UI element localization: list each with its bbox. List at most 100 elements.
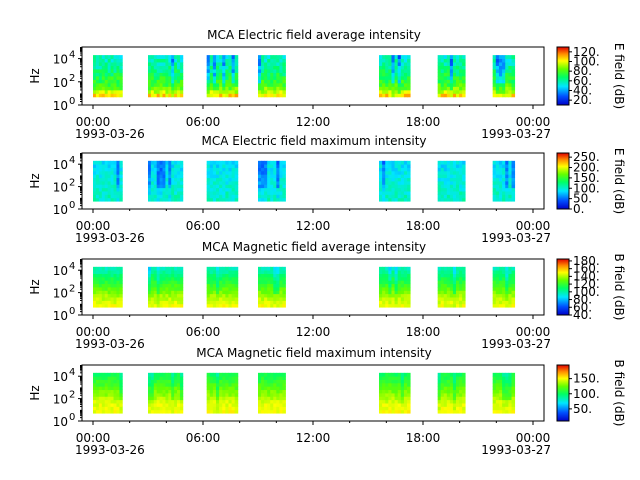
heatmap-cell: [153, 65, 158, 70]
heatmap-cell: [209, 379, 214, 384]
heatmap-cell: [216, 293, 220, 298]
heatmap-cell: [110, 58, 114, 63]
heatmap-cell: [177, 184, 181, 189]
heatmap-cell: [234, 293, 239, 298]
heatmap-cell: [171, 399, 175, 404]
heatmap-cell: [279, 181, 283, 185]
heatmap-cell: [492, 386, 497, 391]
heatmap-cell: [156, 177, 161, 182]
heatmap-cell: [153, 55, 158, 59]
heatmap-cell: [113, 76, 117, 80]
heatmap-cell: [505, 55, 509, 59]
heatmap-cell: [273, 266, 277, 271]
heatmap-cell: [101, 72, 106, 77]
heatmap-cell: [98, 280, 103, 285]
heatmap-cell: [452, 266, 457, 271]
heatmap-cell: [101, 403, 106, 407]
heatmap-cell: [403, 65, 408, 70]
heatmap-cell: [385, 177, 389, 182]
heatmap-cell: [209, 65, 214, 70]
heatmap-cell: [110, 69, 114, 73]
heatmap-cell: [261, 283, 265, 288]
heatmap-cell: [216, 386, 220, 391]
heatmap-cell: [492, 164, 497, 168]
heatmap-cell: [282, 86, 286, 91]
heatmap-cell: [452, 406, 457, 411]
heatmap-cell: [385, 266, 389, 271]
heatmap-cell: [388, 72, 392, 77]
y-tick-exponent: 2: [69, 178, 75, 189]
heatmap-cell: [511, 170, 516, 175]
heatmap-cell: [153, 89, 158, 94]
heatmap-cell: [279, 303, 283, 308]
heatmap-cell: [394, 276, 399, 281]
heatmap-cell: [159, 273, 163, 278]
heatmap-cell: [502, 403, 506, 407]
heatmap-cell: [174, 58, 178, 63]
heatmap-cell: [495, 376, 500, 380]
heatmap-cell: [93, 300, 97, 305]
heatmap-cell: [456, 62, 460, 66]
heatmap-cell: [400, 197, 405, 202]
heatmap-cell: [379, 270, 383, 274]
heatmap-cell: [104, 266, 109, 271]
heatmap-cell: [382, 303, 386, 308]
heatmap-cell: [388, 187, 392, 192]
heatmap-cell: [228, 399, 232, 404]
heatmap-cell: [400, 376, 405, 380]
heatmap-cell: [116, 303, 120, 308]
heatmap-cell: [505, 406, 509, 411]
y-tick-exponent: 0: [69, 96, 75, 107]
heatmap-cell: [119, 280, 123, 285]
heatmap-cell: [174, 79, 178, 84]
heatmap-cell: [391, 389, 395, 394]
heatmap-cell: [452, 184, 457, 189]
heatmap-cell: [209, 389, 214, 394]
heatmap-cell: [150, 174, 155, 179]
heatmap-cell: [379, 184, 383, 189]
heatmap-cell: [110, 393, 114, 397]
heatmap-cell: [511, 389, 516, 394]
heatmap-cell: [225, 160, 229, 165]
heatmap-cell: [511, 62, 516, 66]
heatmap-cell: [273, 197, 277, 202]
heatmap-cell: [446, 174, 451, 179]
heatmap-cell: [231, 287, 236, 291]
heatmap-cell: [394, 86, 399, 91]
heatmap-cell: [276, 170, 280, 175]
heatmap-cell: [177, 191, 181, 195]
heatmap-cell: [206, 191, 211, 195]
heatmap-cell: [446, 62, 451, 66]
heatmap-cell: [219, 177, 223, 182]
heatmap-cell: [264, 86, 268, 91]
heatmap-cell: [107, 266, 111, 271]
heatmap-cell: [400, 290, 405, 295]
heatmap-cell: [407, 297, 411, 301]
heatmap-cell: [222, 303, 226, 308]
heatmap-cell: [179, 283, 184, 288]
heatmap-cell: [231, 399, 236, 404]
heatmap-cell: [119, 396, 123, 401]
heatmap-cell: [107, 174, 111, 179]
heatmap-cell: [110, 376, 114, 380]
heatmap-cell: [394, 406, 399, 411]
heatmap-cell: [505, 89, 509, 94]
data-segment: [437, 160, 466, 202]
x-date-label: 1993-03-27: [481, 127, 551, 141]
heatmap-cell: [495, 86, 500, 91]
heatmap-cell: [93, 303, 97, 308]
heatmap-cell: [443, 406, 448, 411]
heatmap-cell: [382, 164, 386, 168]
heatmap-cell: [508, 399, 512, 404]
heatmap-cell: [456, 194, 460, 199]
heatmap-cell: [209, 197, 214, 202]
heatmap-cell: [459, 396, 463, 401]
heatmap-cell: [492, 293, 497, 298]
heatmap-cell: [403, 386, 408, 391]
heatmap-cell: [150, 65, 155, 70]
heatmap-cell: [153, 396, 158, 401]
heatmap-cell: [449, 396, 454, 401]
heatmap-cell: [498, 283, 503, 288]
heatmap-cell: [511, 197, 516, 202]
heatmap-cell: [179, 76, 184, 80]
